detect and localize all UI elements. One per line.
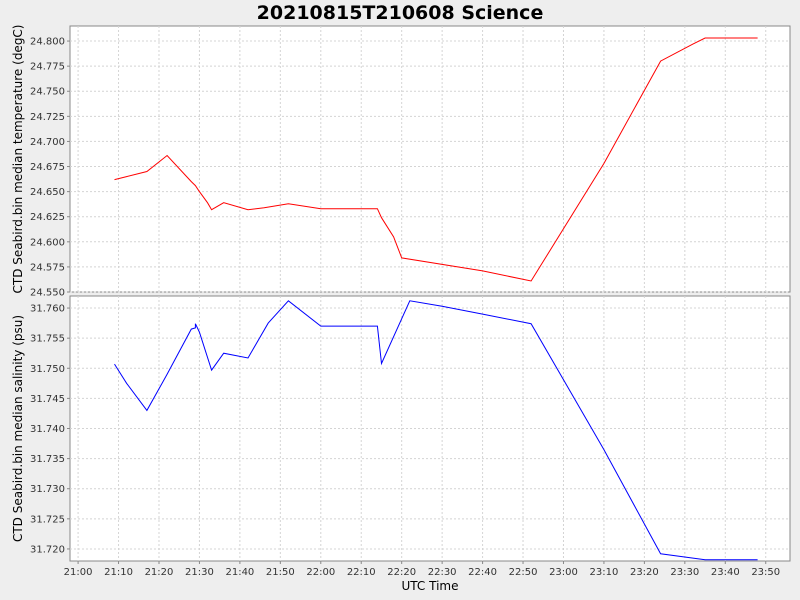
x-tick-label: 23:30 [670,567,699,578]
series-line-temperature [114,37,758,282]
y-tick-label: 31.720 [30,544,65,555]
x-tick-label: 22:30 [428,567,457,578]
y-tick-label: 24.675 [30,162,65,173]
panel-salinity: 31.720 31.725 31.730 31.735 31.740 31.745 31.7… [11,295,791,562]
y-tick-label: 31.760 [30,304,65,315]
series-line-salinity [114,300,758,561]
y-tick-label: 24.775 [30,62,65,73]
x-tick-label: 21:10 [104,567,133,578]
y-tick-label: 24.700 [30,137,65,148]
x-tick-label: 23:10 [590,567,619,578]
x-tick-label: 22:50 [509,567,538,578]
x-tick-label: 21:40 [225,567,254,578]
y-tick-label: 31.755 [30,334,65,345]
x-tick-label: 22:10 [347,567,376,578]
y-tick-label: 24.750 [30,87,65,98]
plot-area-temperature [69,25,791,293]
x-tick-label: 23:00 [549,567,578,578]
y-tick-label: 31.745 [30,394,65,405]
x-tick-label: 21:20 [145,567,174,578]
y-tick-label: 24.650 [30,187,65,198]
x-tick-label: 22:20 [387,567,416,578]
x-tick-label: 23:20 [630,567,659,578]
y-tick-label: 24.800 [30,37,65,48]
y-tick-label: 31.725 [30,514,65,525]
y-tick-label: 24.600 [30,237,65,248]
y-tick-label: 31.730 [30,484,65,495]
x-tick-label: 22:40 [468,567,497,578]
y-tick-label: 31.750 [30,364,65,375]
y-tick-label: 24.575 [30,262,65,273]
y-tick-label: 24.625 [30,212,65,223]
y-tick-label: 24.725 [30,112,65,123]
y-axis-label-salinity: CTD Seabird.bin median salinity (psu) [11,315,25,542]
panel-temperature: 24.550 24.575 24.600 24.625 24.650 24.675 24.7… [11,25,791,299]
y-axis-label-temperature: CTD Seabird.bin median temperature (degC… [11,25,25,294]
x-tick-label: 21:00 [64,567,93,578]
x-tick-label: 22:00 [306,567,335,578]
chart-title: 20210815T210608 Science [257,2,544,24]
y-tick-label: 31.740 [30,424,65,435]
x-tick-label: 21:50 [266,567,295,578]
x-tick-label: 21:30 [185,567,214,578]
x-axis-label: UTC Time [402,579,459,593]
x-tick-label: 23:40 [711,567,740,578]
x-tick-label: 23:50 [751,567,780,578]
y-tick-label: 31.735 [30,454,65,465]
y-tick-label: 24.550 [30,288,65,299]
